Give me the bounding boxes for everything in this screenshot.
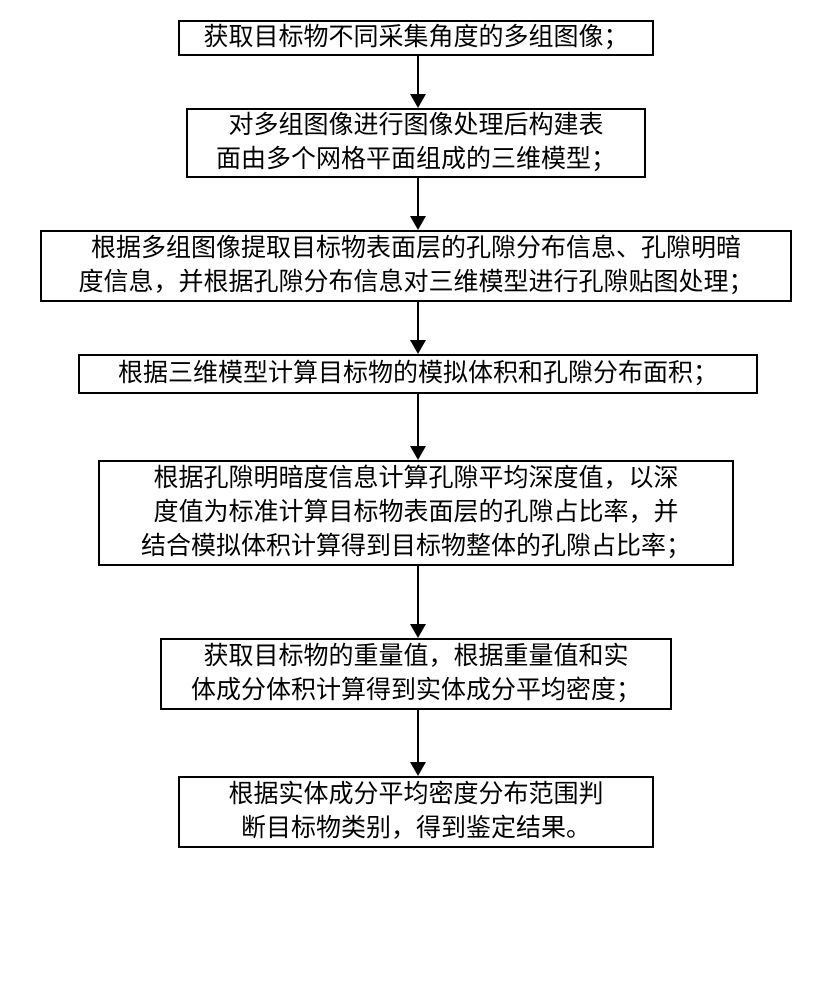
flowchart-step-3: 根据多组图像提取目标物表面层的孔隙分布信息、孔隙明暗 度信息，并根据孔隙分布信息… — [40, 230, 792, 302]
step-6-text: 获取目标物的重量值，根据重量值和实 体成分体积计算得到实体成分平均密度； — [191, 640, 641, 708]
arrow-1-2-head — [410, 94, 426, 108]
arrow-6-7-head — [410, 762, 426, 776]
arrow-2-3-line — [417, 178, 419, 216]
flowchart-container: 获取目标物不同采集角度的多组图像； 对多组图像进行图像处理后构建表 面由多个网格… — [0, 0, 835, 1000]
arrow-4-5-head — [410, 446, 426, 460]
arrow-5-6-head — [410, 624, 426, 638]
step-4-text: 根据三维模型计算目标物的模拟体积和孔隙分布面积； — [118, 357, 718, 391]
arrow-4-5-line — [417, 394, 419, 446]
flowchart-step-4: 根据三维模型计算目标物的模拟体积和孔隙分布面积； — [78, 354, 758, 394]
flowchart-step-1: 获取目标物不同采集角度的多组图像； — [178, 20, 654, 56]
step-1-text: 获取目标物不同采集角度的多组图像； — [203, 21, 628, 55]
flowchart-step-2: 对多组图像进行图像处理后构建表 面由多个网格平面组成的三维模型； — [186, 108, 646, 178]
arrow-5-6-line — [417, 566, 419, 624]
step-7-text: 根据实体成分平均密度分布范围判 断目标物类别，得到鉴定结果。 — [228, 778, 603, 846]
step-5-text: 根据孔隙明暗度信息计算孔隙平均深度值，以深 度值为标准计算目标物表面层的孔隙占比… — [141, 462, 691, 563]
arrow-6-7-line — [417, 710, 419, 762]
flowchart-step-5: 根据孔隙明暗度信息计算孔隙平均深度值，以深 度值为标准计算目标物表面层的孔隙占比… — [98, 460, 734, 566]
arrow-1-2-line — [417, 56, 419, 94]
step-2-text: 对多组图像进行图像处理后构建表 面由多个网格平面组成的三维模型； — [216, 109, 616, 177]
arrow-2-3-head — [410, 216, 426, 230]
arrow-3-4-line — [417, 302, 419, 340]
flowchart-step-6: 获取目标物的重量值，根据重量值和实 体成分体积计算得到实体成分平均密度； — [160, 638, 672, 710]
step-3-text: 根据多组图像提取目标物表面层的孔隙分布信息、孔隙明暗 度信息，并根据孔隙分布信息… — [78, 232, 753, 300]
flowchart-step-7: 根据实体成分平均密度分布范围判 断目标物类别，得到鉴定结果。 — [178, 776, 654, 848]
arrow-3-4-head — [410, 340, 426, 354]
